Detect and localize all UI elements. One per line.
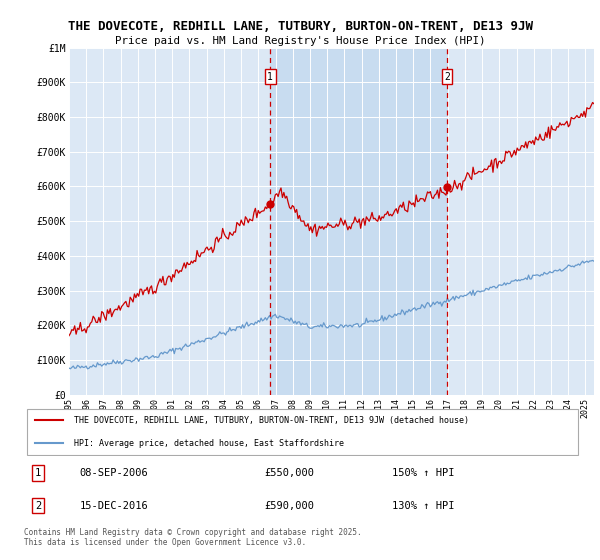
Text: 1: 1 (267, 72, 273, 82)
Text: THE DOVECOTE, REDHILL LANE, TUTBURY, BURTON-ON-TRENT, DE13 9JW (detached house): THE DOVECOTE, REDHILL LANE, TUTBURY, BUR… (74, 416, 469, 425)
Text: 15-DEC-2016: 15-DEC-2016 (80, 501, 149, 511)
Text: THE DOVECOTE, REDHILL LANE, TUTBURY, BURTON-ON-TRENT, DE13 9JW: THE DOVECOTE, REDHILL LANE, TUTBURY, BUR… (67, 20, 533, 32)
Bar (270, 48, 447, 395)
Text: HPI: Average price, detached house, East Staffordshire: HPI: Average price, detached house, East… (74, 438, 344, 447)
Text: £590,000: £590,000 (264, 501, 314, 511)
Text: Price paid vs. HM Land Registry's House Price Index (HPI): Price paid vs. HM Land Registry's House … (115, 36, 485, 46)
Text: 150% ↑ HPI: 150% ↑ HPI (392, 468, 455, 478)
Text: £550,000: £550,000 (264, 468, 314, 478)
Text: 2: 2 (444, 72, 450, 82)
Text: Contains HM Land Registry data © Crown copyright and database right 2025.
This d: Contains HM Land Registry data © Crown c… (24, 528, 362, 547)
FancyBboxPatch shape (27, 409, 578, 455)
Text: 2: 2 (35, 501, 41, 511)
Text: 1: 1 (35, 468, 41, 478)
Text: 08-SEP-2006: 08-SEP-2006 (80, 468, 149, 478)
Text: 130% ↑ HPI: 130% ↑ HPI (392, 501, 455, 511)
